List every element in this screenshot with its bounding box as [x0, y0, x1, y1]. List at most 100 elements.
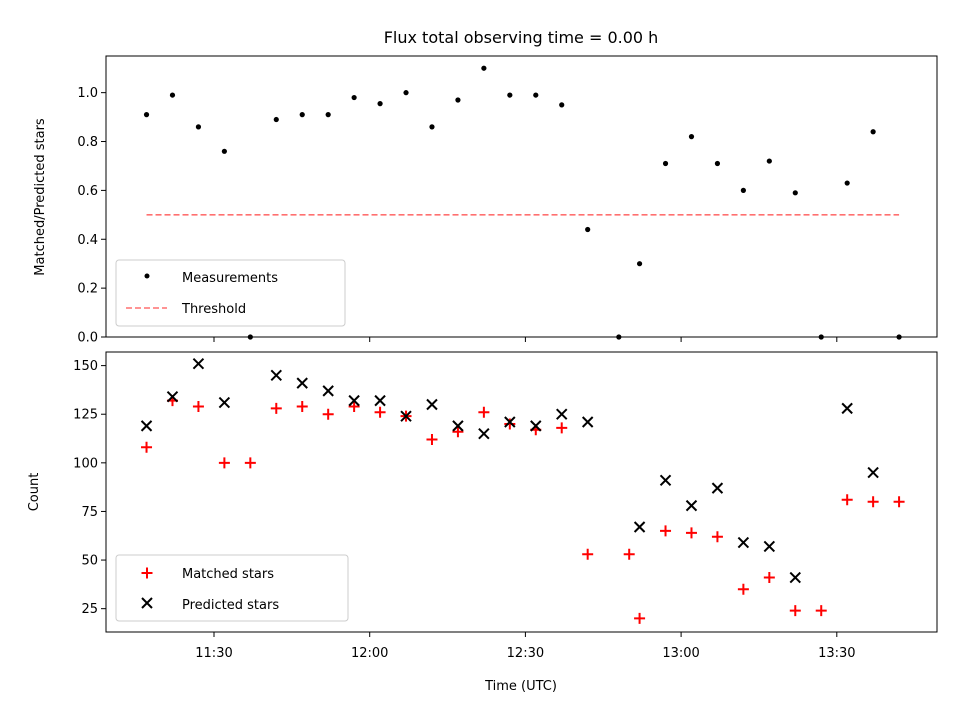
matched-star-point	[218, 457, 230, 469]
top-legend: Measurements Threshold	[115, 259, 346, 327]
top-y-tick-label: 0.0	[77, 331, 98, 346]
measurement-point	[896, 334, 902, 340]
matched-star-point	[582, 548, 594, 560]
legend-matched-label: Matched stars	[182, 567, 274, 582]
matched-star-point	[270, 402, 282, 414]
bottom-y-tick-label: 25	[81, 602, 98, 617]
predicted-star-point	[426, 398, 438, 411]
bottom-plot-area	[140, 357, 905, 624]
bottom-y-tick-label: 50	[81, 554, 98, 569]
bottom-y-tick-label: 75	[81, 505, 98, 520]
matched-star-point	[556, 422, 568, 434]
x-tick-label: 13:00	[662, 646, 699, 661]
predicted-star-point	[633, 521, 646, 533]
top-y-tick-label: 0.8	[77, 135, 98, 150]
x-tick-label: 12:30	[507, 646, 544, 661]
legend-measurements-marker	[144, 273, 150, 279]
matched-star-point	[711, 531, 723, 543]
bottom-y-tick-label: 125	[73, 408, 98, 423]
predicted-star-point	[504, 416, 516, 428]
matched-star-point	[815, 605, 827, 617]
predicted-star-point	[478, 427, 490, 440]
measurement-point	[636, 261, 643, 267]
predicted-star-point	[166, 391, 179, 403]
matched-star-point	[141, 441, 153, 453]
legend-predicted-label: Predicted stars	[182, 598, 279, 613]
predicted-star-point	[400, 410, 412, 422]
predicted-star-point	[348, 394, 360, 407]
measurement-point	[714, 160, 721, 167]
predicted-star-point	[140, 420, 153, 432]
matched-star-point	[789, 605, 801, 617]
bottom-legend: Matched stars Predicted stars	[115, 554, 349, 622]
measurement-point	[325, 112, 331, 118]
measurement-point	[616, 334, 622, 340]
matched-star-point	[763, 572, 775, 584]
top-y-tick-label: 0.6	[77, 184, 98, 199]
predicted-star-point	[192, 357, 205, 370]
measurement-point	[169, 92, 176, 98]
matched-star-point	[296, 400, 308, 412]
predicted-star-point	[685, 499, 698, 512]
top-y-tick-label: 0.4	[77, 233, 98, 248]
matched-star-point	[660, 525, 672, 537]
predicted-star-point	[218, 396, 231, 409]
measurement-point	[429, 124, 435, 130]
top-y-axis-label: Matched/Predicted stars	[33, 118, 48, 276]
bottom-x-ticks: 11:30 12:00 12:30 13:00 13:30	[195, 632, 856, 661]
x-axis-label: Time (UTC)	[484, 679, 557, 694]
matched-star-point	[634, 612, 646, 624]
measurement-point	[792, 190, 798, 196]
measurement-point	[507, 92, 513, 98]
measurement-point	[844, 180, 850, 186]
legend-matched-marker	[141, 567, 153, 579]
top-axes: 0.0 0.2 0.4 0.6 0.8 1.0 Matched/Predicted sta…	[33, 55, 938, 346]
legend-predicted-marker	[141, 597, 153, 609]
predicted-star-point	[867, 466, 879, 479]
bottom-legend-box	[115, 554, 349, 622]
measurement-point	[740, 187, 746, 193]
predicted-star-point	[763, 540, 776, 553]
bottom-y-axis-label: Count	[27, 473, 42, 512]
bottom-axes-frame	[105, 351, 938, 633]
x-tick-label: 12:00	[351, 646, 388, 661]
matched-star-point	[737, 583, 749, 595]
predicted-star-point	[659, 474, 672, 487]
predicted-star-point	[296, 377, 308, 389]
predicted-star-point	[374, 394, 386, 407]
measurement-point	[195, 124, 202, 130]
bottom-y-ticks: 25 50 75 100 125 150	[73, 359, 106, 617]
top-x-ticks	[213, 337, 838, 342]
measurement-point	[299, 112, 305, 118]
measurement-point	[662, 160, 669, 167]
bottom-y-tick-label: 150	[73, 359, 98, 374]
predicted-star-point	[270, 369, 282, 382]
measurement-point	[403, 90, 409, 96]
matched-star-point	[426, 434, 438, 445]
measurement-point	[247, 334, 253, 340]
chart-title: Flux total observing time = 0.00 h	[384, 28, 659, 47]
measurement-point	[351, 94, 357, 101]
measurement-point	[377, 101, 383, 107]
matched-star-point	[192, 400, 204, 412]
predicted-star-point	[737, 536, 750, 549]
matched-star-point	[322, 408, 334, 420]
matched-star-point	[244, 457, 256, 469]
measurement-point	[585, 226, 591, 233]
predicted-star-point	[530, 420, 542, 432]
measurement-point	[688, 134, 695, 140]
matched-star-point	[623, 548, 635, 560]
matched-star-point	[374, 406, 386, 418]
top-y-tick-label: 1.0	[77, 86, 98, 101]
measurement-point	[818, 334, 824, 340]
measurement-point	[870, 129, 876, 135]
matched-star-point	[685, 527, 697, 539]
measurement-point	[273, 116, 279, 123]
measurement-point	[481, 65, 487, 71]
measurement-point	[455, 97, 461, 103]
legend-measurements-label: Measurements	[182, 271, 278, 286]
bottom-y-tick-label: 100	[73, 456, 98, 471]
matched-star-point	[893, 496, 905, 508]
top-plot-area	[143, 65, 902, 340]
